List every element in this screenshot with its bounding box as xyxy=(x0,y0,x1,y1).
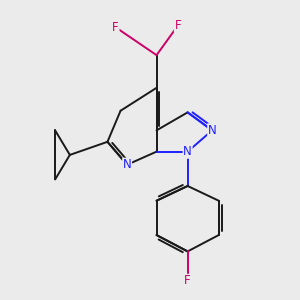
Text: F: F xyxy=(175,19,181,32)
Text: F: F xyxy=(112,21,119,34)
Text: N: N xyxy=(183,145,192,158)
Text: F: F xyxy=(184,274,191,287)
Text: N: N xyxy=(123,158,131,171)
Text: N: N xyxy=(208,124,217,137)
